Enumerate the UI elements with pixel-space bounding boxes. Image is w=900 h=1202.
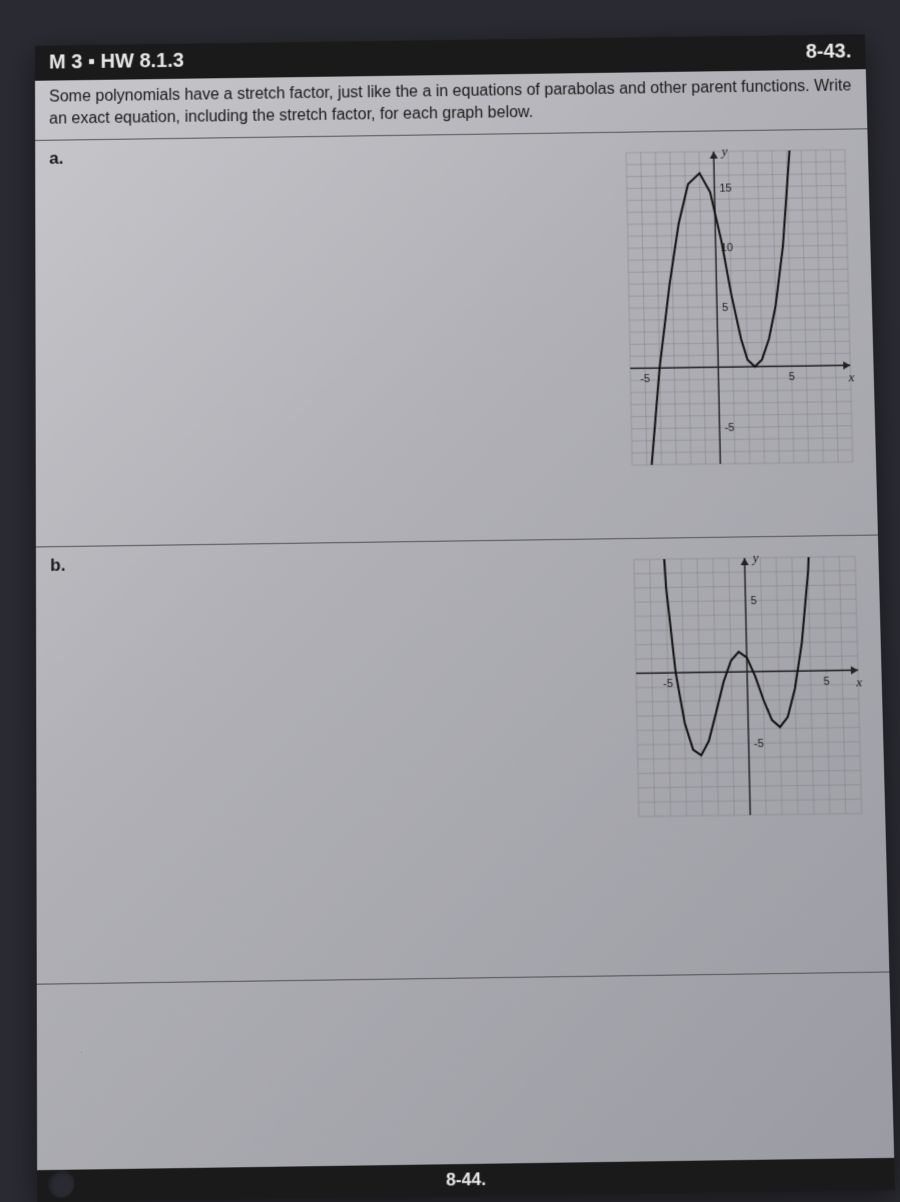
svg-text:x: x [847,370,854,385]
header-right: 8-43. [805,40,851,64]
svg-text:-5: -5 [663,678,673,691]
svg-text:y: y [750,550,758,565]
graph-b: -5 5 -5 5 x y [628,550,868,823]
svg-text:y: y [719,144,727,159]
part-a-workspace [75,133,624,546]
svg-text:15: 15 [719,182,732,194]
svg-text:-5: -5 [725,422,735,434]
header-left: M 3 ▪ HW 8.1.3 [49,50,184,75]
part-b-workspace [77,539,633,983]
part-a-row: a. -55-551015xy [35,129,878,547]
part-b-graph-cell: -5 5 -5 5 x y [624,536,889,976]
svg-text:5: 5 [722,302,728,314]
svg-text:-5: -5 [754,738,764,751]
part-a-graph-cell: -55-551015xy [617,129,878,538]
svg-text:-5: -5 [640,373,650,385]
part-b-label: b. [36,547,78,984]
footer-bar: 8-44. [37,1158,895,1202]
svg-text:x: x [855,674,863,690]
svg-text:5: 5 [750,595,756,607]
graph-a: -55-551015xy [620,144,859,472]
svg-text:5: 5 [789,371,795,383]
part-b-row: b. -5 5 -5 5 x y [36,536,889,985]
svg-text:5: 5 [823,676,830,689]
worksheet-paper: M 3 ▪ HW 8.1.3 8-43. Some polynomials ha… [35,34,895,1202]
part-a-label: a. [35,141,76,547]
